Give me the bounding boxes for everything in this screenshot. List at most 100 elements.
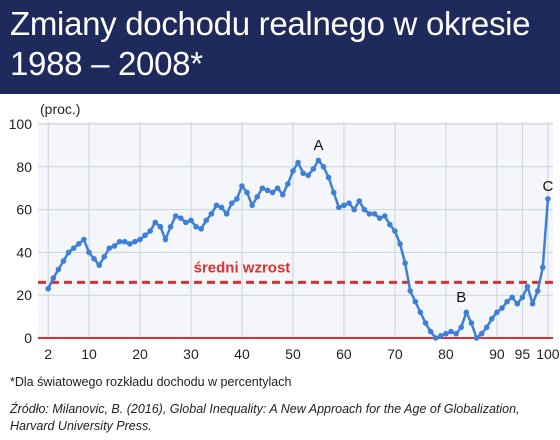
- data-point: [218, 204, 225, 211]
- data-point: [499, 305, 505, 311]
- data-point: [432, 335, 439, 341]
- data-point: [468, 320, 475, 326]
- data-point: [351, 206, 357, 213]
- x-tick-labels: 2 10 20 30 40 50 60 70 80 90 95 100: [44, 346, 559, 362]
- data-point: [402, 260, 408, 266]
- y-tick-labels: 0 20 40 60 80 100: [9, 116, 33, 346]
- x-tick-label: 10: [81, 346, 97, 362]
- data-point: [101, 253, 108, 260]
- data-point: [540, 264, 546, 271]
- data-point: [147, 228, 153, 234]
- data-point: [116, 238, 123, 245]
- data-point: [519, 294, 526, 301]
- data-point: [315, 157, 322, 164]
- data-point: [305, 172, 312, 179]
- data-point: [81, 236, 87, 243]
- data-point: [330, 189, 337, 196]
- data-point: [361, 206, 368, 213]
- data-point: [96, 262, 102, 269]
- data-point: [132, 238, 138, 245]
- data-point: [198, 226, 204, 232]
- data-point: [381, 213, 388, 219]
- data-point: [55, 266, 62, 273]
- source-line-2: Harvard University Press.: [10, 419, 152, 433]
- data-point: [336, 204, 342, 211]
- data-point: [239, 183, 245, 189]
- y-tick-label: 20: [16, 287, 32, 303]
- data-point: [126, 241, 133, 247]
- data-point: [188, 217, 194, 224]
- data-point: [387, 221, 393, 228]
- data-point: [249, 202, 255, 209]
- income-change-chart: (proc.) 0 20 40 60 80 100 2 10 20 30 40 50 60 70 80 90…: [9, 101, 560, 362]
- data-point: [274, 185, 281, 191]
- data-point: [412, 298, 419, 305]
- x-tick-label: 20: [132, 346, 148, 362]
- annotations: A B C: [313, 137, 553, 306]
- data-point: [254, 193, 261, 200]
- data-point: [494, 309, 500, 316]
- y-tick-label: 0: [24, 330, 32, 346]
- data-point: [279, 191, 286, 198]
- data-point: [473, 335, 480, 341]
- x-tick-label: 95: [515, 346, 531, 362]
- point-annotation: C: [542, 178, 553, 195]
- data-point: [478, 330, 485, 337]
- data-point: [152, 219, 159, 226]
- data-point: [162, 236, 169, 243]
- x-tick-label: 40: [234, 346, 250, 362]
- data-point: [463, 309, 470, 316]
- point-annotation: B: [456, 289, 466, 306]
- footnote: *Dla światowego rozkładu dochodu w perce…: [10, 375, 292, 389]
- data-point: [529, 300, 536, 307]
- data-point: [371, 211, 378, 217]
- source-line-1: Źródło: Milanovic, B. (2016), Global Ine…: [10, 402, 520, 416]
- x-tick-label: 100: [536, 346, 560, 362]
- data-point: [244, 189, 250, 196]
- data-point: [91, 256, 97, 262]
- title-line-2: 1988 – 2008*: [10, 45, 203, 82]
- y-tick-label: 40: [16, 244, 32, 260]
- data-point: [489, 315, 495, 322]
- data-point: [142, 232, 148, 239]
- data-point: [448, 328, 454, 335]
- data-point: [208, 211, 215, 217]
- x-tick-label: 60: [336, 346, 352, 362]
- header-banner: Zmiany dochodu realnego w okresie 1988 –…: [0, 0, 560, 94]
- y-tick-label: 60: [16, 202, 32, 218]
- data-point: [106, 245, 113, 251]
- data-point: [310, 166, 317, 172]
- data-point: [443, 330, 449, 337]
- data-point: [438, 333, 444, 339]
- data-point: [504, 298, 510, 305]
- data-point: [422, 320, 429, 326]
- plot-background: [38, 122, 553, 338]
- data-point: [341, 202, 347, 209]
- y-tick-label: 100: [9, 116, 33, 132]
- data-point: [392, 228, 398, 234]
- title-line-1: Zmiany dochodu realnego w okresie: [10, 5, 531, 42]
- data-point: [177, 215, 184, 221]
- data-point: [407, 288, 414, 294]
- data-point: [111, 243, 118, 249]
- data-point: [203, 217, 210, 224]
- data-point: [427, 328, 434, 335]
- data-point: [172, 213, 179, 219]
- data-point: [223, 211, 230, 217]
- data-point: [376, 215, 383, 221]
- x-tick-label: 50: [285, 346, 301, 362]
- data-point: [65, 249, 72, 256]
- data-point: [397, 241, 403, 247]
- data-point: [290, 168, 296, 174]
- data-point: [259, 185, 266, 191]
- y-tick-label: 80: [16, 159, 32, 175]
- data-point: [75, 241, 82, 247]
- data-point: [193, 223, 199, 230]
- data-point: [524, 283, 531, 290]
- data-point: [264, 187, 271, 194]
- data-point: [234, 196, 240, 202]
- data-point: [458, 324, 465, 331]
- data-point: [157, 223, 164, 230]
- data-point: [121, 238, 128, 245]
- data-point: [545, 196, 551, 202]
